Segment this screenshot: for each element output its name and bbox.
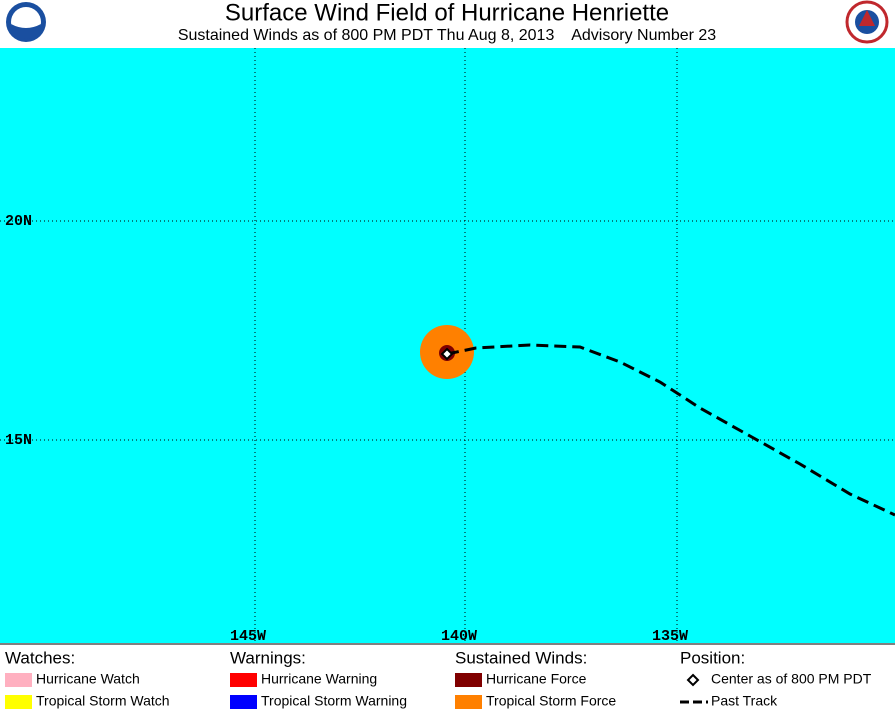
swatch bbox=[230, 673, 257, 687]
lat-label: 20N bbox=[5, 213, 32, 230]
nws-logo bbox=[845, 0, 889, 44]
swatch bbox=[230, 695, 257, 709]
legend-item: Center as of 800 PM PDT bbox=[711, 671, 872, 687]
title: Surface Wind Field of Hurricane Henriett… bbox=[225, 0, 669, 26]
lon-label: 135W bbox=[652, 628, 688, 645]
lon-label: 140W bbox=[441, 628, 477, 645]
legend-item: Tropical Storm Watch bbox=[36, 693, 170, 709]
lon-label: 145W bbox=[230, 628, 266, 645]
legend-item: Tropical Storm Force bbox=[486, 693, 616, 709]
swatch bbox=[455, 673, 482, 687]
legend-item: Past Track bbox=[711, 693, 778, 709]
noaa-logo bbox=[6, 2, 46, 42]
legend-item: Hurricane Watch bbox=[36, 671, 140, 687]
center-symbol bbox=[686, 673, 700, 687]
legend-heading: Warnings: bbox=[230, 648, 306, 667]
subtitle: Sustained Winds as of 800 PM PDT Thu Aug… bbox=[178, 27, 716, 44]
legend: Watches: Hurricane Watch Tropical Storm … bbox=[5, 648, 872, 709]
legend-item: Hurricane Force bbox=[486, 671, 587, 687]
past-track bbox=[446, 343, 895, 517]
center-marker bbox=[440, 347, 454, 361]
legend-item: Tropical Storm Warning bbox=[261, 693, 407, 709]
legend-heading: Sustained Winds: bbox=[455, 648, 587, 667]
legend-heading: Position: bbox=[680, 648, 745, 667]
lat-label: 15N bbox=[5, 432, 32, 449]
swatch bbox=[455, 695, 482, 709]
swatch bbox=[5, 673, 32, 687]
legend-item: Hurricane Warning bbox=[261, 671, 377, 687]
legend-heading: Watches: bbox=[5, 648, 75, 667]
swatch bbox=[5, 695, 32, 709]
